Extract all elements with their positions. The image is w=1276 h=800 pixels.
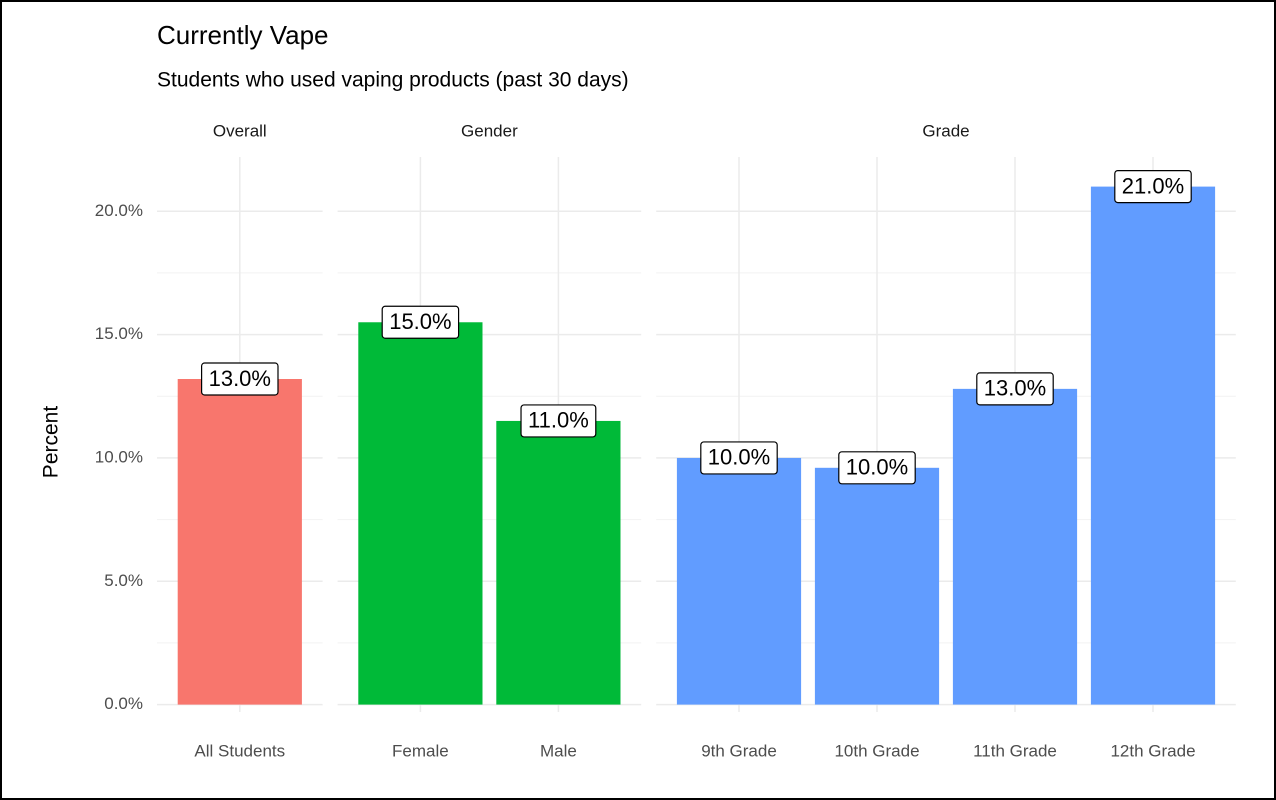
bar (177, 379, 302, 705)
facet-label: Grade (922, 121, 969, 140)
bar (358, 322, 483, 705)
bar (676, 457, 802, 705)
annotation-box (520, 404, 597, 438)
x-tick-label: All Students (194, 741, 285, 760)
x-tick-label: 12th Grade (1110, 741, 1195, 760)
bar (496, 420, 621, 705)
chart-subtitle: Students who used vaping products (past … (157, 69, 629, 92)
annotation-box (381, 305, 460, 339)
data-label: 13.0% (209, 366, 271, 391)
x-tick-label: 9th Grade (701, 741, 777, 760)
x-tick-label: Female (392, 741, 449, 760)
bar (814, 467, 940, 705)
data-label: 21.0% (1122, 173, 1184, 198)
data-label: 11.0% (528, 408, 589, 433)
facet-label: Overall (213, 121, 267, 140)
y-tick-label: 5.0% (104, 571, 143, 590)
annotation-box (976, 372, 1054, 406)
data-label: 13.0% (984, 376, 1046, 401)
data-label: 10.0% (708, 445, 770, 470)
bar (1090, 186, 1216, 705)
data-label: 10.0% (846, 455, 908, 480)
annotation-box (700, 441, 778, 475)
y-tick-label: 15.0% (95, 324, 143, 343)
bar (952, 388, 1078, 705)
chart-title: Currently Vape (157, 20, 329, 50)
annotation-box (838, 451, 916, 485)
y-tick-label: 10.0% (95, 447, 143, 466)
annotation-box (201, 362, 279, 396)
y-axis-label: Percent (40, 406, 63, 479)
data-label: 15.0% (389, 309, 451, 334)
y-tick-label: 20.0% (95, 201, 143, 220)
x-tick-label: Male (540, 741, 577, 760)
x-tick-label: 10th Grade (834, 741, 919, 760)
facet-label: Gender (461, 121, 518, 140)
annotation-box (1114, 170, 1192, 204)
y-tick-label: 0.0% (104, 694, 143, 713)
x-tick-label: 11th Grade (973, 741, 1057, 760)
